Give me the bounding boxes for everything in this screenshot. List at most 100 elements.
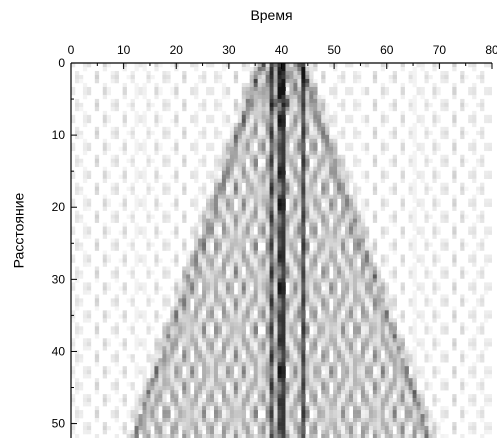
heatmap-cell [285,246,290,251]
heatmap-cell [241,382,247,387]
heatmap-cell [142,206,147,211]
heatmap-cell [289,370,294,375]
heatmap-cell [170,354,175,359]
heatmap-cell [384,358,390,363]
heatmap-cell [289,74,294,80]
heatmap-cell [484,314,489,319]
heatmap-cell [241,198,247,203]
heatmap-cell [210,346,215,351]
heatmap-cell [333,314,338,319]
heatmap-cell [253,342,258,347]
heatmap-cell [273,102,278,108]
heatmap-cell [317,366,322,371]
heatmap-cell [170,378,175,383]
heatmap-cell [444,182,449,187]
heatmap-cell [94,358,100,363]
heatmap-cell [170,146,175,152]
heatmap-cell [325,250,330,255]
heatmap-cell [321,238,326,243]
heatmap-cell [341,246,346,251]
heatmap-cell [281,266,286,271]
heatmap-cell [225,114,231,120]
heatmap-cell [190,346,195,351]
heatmap-cell [269,286,274,291]
heatmap-cell [460,322,465,327]
heatmap-cell [484,258,489,263]
heatmap-cell [146,238,151,243]
heatmap-cell [269,162,274,168]
heatmap-cell [122,82,127,88]
heatmap-cell [281,146,286,152]
heatmap-cell [468,338,473,343]
heatmap-cell [352,210,358,215]
heatmap-cell [408,350,413,355]
heatmap-cell [488,374,492,379]
heatmap-cell [261,98,266,104]
heatmap-cell [273,358,278,363]
heatmap-cell [412,274,417,279]
heatmap-cell [333,146,338,152]
heatmap-cell [416,174,421,179]
heatmap-cell [289,258,294,263]
heatmap-cell [182,158,187,164]
heatmap-cell [345,310,350,315]
heatmap-cell [305,126,310,132]
heatmap-cell [94,362,100,367]
heatmap-cell [213,302,219,307]
heatmap-cell [444,190,449,195]
heatmap-cell [269,190,274,195]
heatmap-cell [265,138,270,144]
heatmap-cell [221,318,227,323]
heatmap-cell [317,178,322,183]
heatmap-cell [265,234,270,239]
heatmap-cell [186,258,191,263]
heatmap-cell [130,354,135,359]
heatmap-cell [329,262,334,267]
heatmap-cell [313,138,318,144]
heatmap-cell [114,362,119,367]
heatmap-cell [186,366,191,371]
heatmap-cell [241,310,247,315]
heatmap-cell [392,374,397,379]
heatmap-cell [202,182,207,187]
heatmap-cell [309,306,314,311]
heatmap-cell [106,254,112,259]
heatmap-cell [229,122,235,128]
heatmap-cell [325,314,330,319]
heatmap-cell [432,63,437,68]
heatmap-cell [293,114,298,120]
heatmap-cell [269,202,274,207]
heatmap-cell [301,366,306,371]
heatmap-cell [217,366,223,371]
heatmap-cell [130,210,135,215]
heatmap-cell [297,118,302,124]
heatmap-cell [245,206,251,211]
heatmap-cell [356,130,362,136]
heatmap-cell [384,254,390,259]
heatmap-cell [313,126,318,132]
heatmap-cell [364,322,370,327]
heatmap-cell [241,138,247,144]
heatmap-cell [71,114,76,120]
heatmap-cell [233,314,239,319]
heatmap-cell [249,222,254,227]
heatmap-cell [94,134,100,140]
heatmap-cell [114,102,119,108]
heatmap-cell [472,366,477,371]
heatmap-cell [225,306,231,311]
heatmap-cell [221,330,227,335]
heatmap-cell [74,322,80,327]
heatmap-cell [134,138,139,144]
heatmap-cell [245,354,251,359]
heatmap-cell [341,302,346,307]
heatmap-cell [71,254,76,259]
heatmap-cell [384,258,390,263]
heatmap-cell [384,302,390,307]
heatmap-cell [206,194,211,199]
heatmap-cell [452,110,457,116]
heatmap-cell [245,82,251,88]
heatmap-cell [333,162,338,168]
heatmap-cell [388,162,394,168]
heatmap-cell [237,358,243,363]
heatmap-cell [241,174,247,179]
